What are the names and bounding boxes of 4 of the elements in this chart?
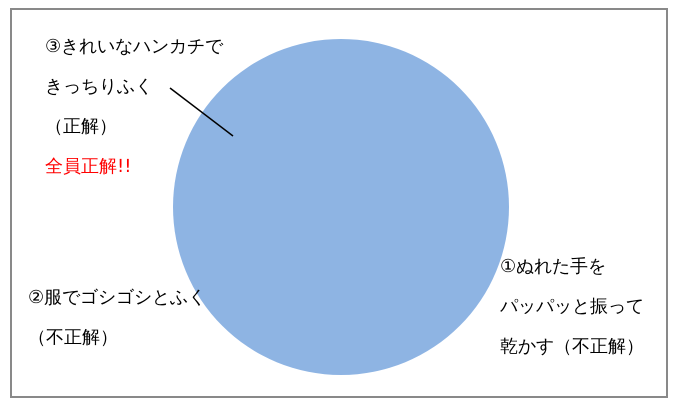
category-label: ①ぬれた手をパッパッと振って乾かす（不正解）: [500, 256, 644, 357]
slice-label: ③きれいなハンカチできっちりふく（正解）: [45, 36, 224, 137]
category-label: ②服でゴシゴシとふく（不正解）: [28, 287, 206, 348]
text: 全員正解!!: [45, 156, 132, 177]
